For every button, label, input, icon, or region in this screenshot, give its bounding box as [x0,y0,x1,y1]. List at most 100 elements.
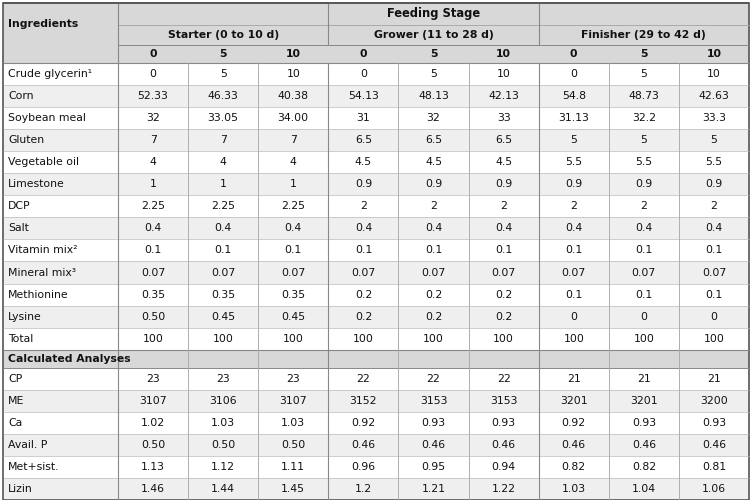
Text: 100: 100 [493,334,514,344]
Bar [3,174,749,196]
Text: 0.07: 0.07 [562,268,586,278]
Text: 0.50: 0.50 [141,312,165,322]
Bar [3,218,749,240]
Text: 0.2: 0.2 [425,312,442,322]
Text: 22: 22 [426,374,441,384]
Text: Lysine: Lysine [8,312,42,322]
Text: 100: 100 [704,334,724,344]
Text: 1.46: 1.46 [141,484,165,494]
Text: 0.92: 0.92 [351,418,375,428]
Text: Limestone: Limestone [8,180,65,190]
Text: Gluten: Gluten [8,135,44,145]
Text: 54.13: 54.13 [348,91,379,101]
Text: Grower (11 to 28 d): Grower (11 to 28 d) [374,30,493,40]
Text: 32: 32 [426,113,441,123]
Bar [188,45,258,63]
Text: DCP: DCP [8,202,31,211]
Text: 6.5: 6.5 [355,135,372,145]
Text: 1.44: 1.44 [211,484,235,494]
Text: 5.5: 5.5 [566,157,582,167]
Text: 5: 5 [711,135,717,145]
Text: 0.93: 0.93 [702,418,726,428]
Text: Crude glycerin¹: Crude glycerin¹ [8,69,92,79]
Text: ME: ME [8,396,24,406]
Text: 0.07: 0.07 [211,268,235,278]
Text: 0.4: 0.4 [355,224,372,234]
Text: 46.33: 46.33 [208,91,238,101]
Text: 5: 5 [220,69,226,79]
Text: 0.9: 0.9 [425,180,442,190]
Text: 0.46: 0.46 [492,440,516,450]
Bar [3,85,749,107]
Text: 0.1: 0.1 [705,246,723,256]
Text: Ingredients: Ingredients [8,19,78,29]
Text: 2.25: 2.25 [141,202,165,211]
Text: 21: 21 [637,374,650,384]
Text: 4.5: 4.5 [495,157,512,167]
Text: 0.95: 0.95 [421,462,446,472]
Bar [3,45,118,63]
Text: 34.00: 34.00 [277,113,309,123]
Text: 0.50: 0.50 [281,440,305,450]
Text: 0.4: 0.4 [425,224,442,234]
Bar [3,306,749,328]
Text: 33.05: 33.05 [208,113,238,123]
Text: 4: 4 [290,157,297,167]
Text: 1.13: 1.13 [141,462,165,472]
Text: 0: 0 [711,312,717,322]
Text: 0: 0 [570,49,578,59]
Text: 1.11: 1.11 [281,462,305,472]
Text: Avail. P: Avail. P [8,440,47,450]
Text: 0.46: 0.46 [702,440,726,450]
Text: 22: 22 [356,374,370,384]
Text: 0.07: 0.07 [141,268,165,278]
Text: 7: 7 [290,135,297,145]
Text: 4: 4 [150,157,156,167]
Text: 100: 100 [353,334,374,344]
Text: 0.50: 0.50 [141,440,165,450]
Text: 0.46: 0.46 [351,440,375,450]
Text: 1: 1 [290,180,297,190]
Text: Soybean meal: Soybean meal [8,113,86,123]
Text: 21: 21 [567,374,581,384]
Text: 2: 2 [711,202,717,211]
Text: 0.1: 0.1 [705,290,723,300]
Text: 40.38: 40.38 [277,91,309,101]
Text: 0.2: 0.2 [355,312,372,322]
Bar [3,196,749,218]
Text: Methionine: Methionine [8,290,68,300]
Text: 0.07: 0.07 [351,268,375,278]
Text: 0.4: 0.4 [495,224,512,234]
Text: Salt: Salt [8,224,29,234]
Text: 0.4: 0.4 [285,224,302,234]
Bar [329,25,538,45]
Text: 2.25: 2.25 [281,202,305,211]
Text: 10: 10 [707,69,721,79]
Text: 0.35: 0.35 [281,290,305,300]
Text: 0.2: 0.2 [425,290,442,300]
Text: 0.4: 0.4 [144,224,162,234]
Text: 1.06: 1.06 [702,484,726,494]
Text: 0.93: 0.93 [632,418,656,428]
Text: 0.45: 0.45 [281,312,305,322]
Text: 1.12: 1.12 [211,462,235,472]
Text: 0: 0 [570,69,578,79]
Text: 31: 31 [356,113,370,123]
Bar [3,284,749,306]
Text: 10: 10 [496,69,511,79]
Text: 2: 2 [430,202,437,211]
Text: 2: 2 [570,202,577,211]
Text: Finisher (29 to 42 d): Finisher (29 to 42 d) [581,30,706,40]
Bar [3,240,749,262]
Bar [329,45,399,63]
Bar [118,45,188,63]
Text: 5.5: 5.5 [705,157,723,167]
Text: 0.9: 0.9 [705,180,723,190]
Text: 0: 0 [150,69,156,79]
Text: 0.94: 0.94 [492,462,516,472]
Text: 5: 5 [641,135,647,145]
Bar [3,3,118,45]
Text: 1: 1 [150,180,156,190]
Text: 1.2: 1.2 [355,484,372,494]
Text: CP: CP [8,374,23,384]
